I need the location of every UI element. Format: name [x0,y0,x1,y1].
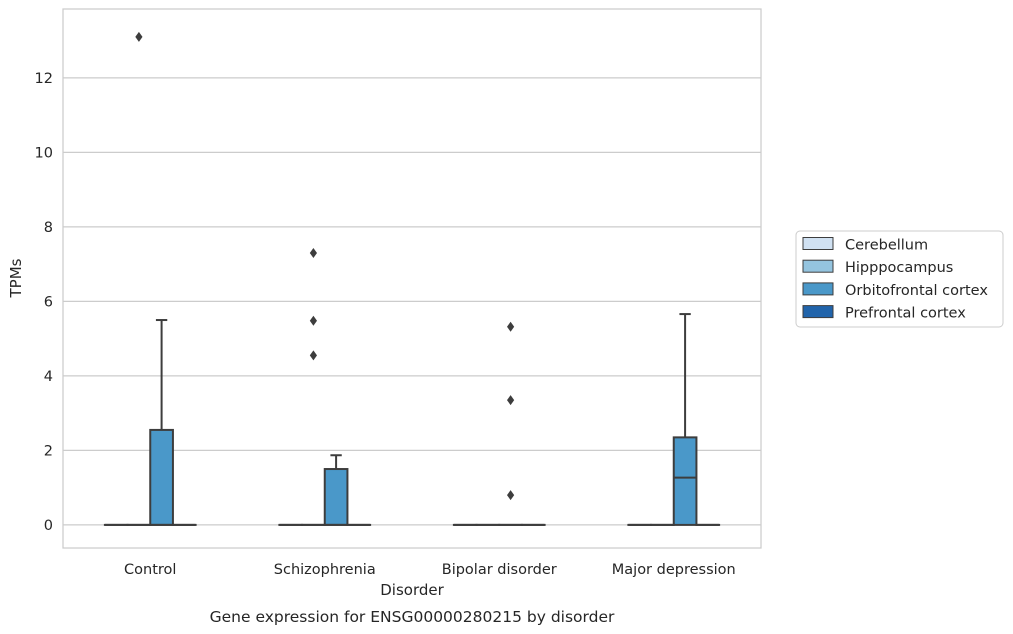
legend-label: Orbitofrontal cortex [845,283,988,299]
legend-swatch [802,259,834,273]
y-tick-label: 2 [44,443,53,459]
y-axis-ticks: 0 2 4 6 8 10 12 [35,71,53,534]
legend-swatch [802,237,834,250]
x-axis-ticks: Control Schizophrenia Bipolar disorder Majo… [124,562,736,578]
legend-label: Prefrontal cortex [845,306,966,322]
outlier-point [506,490,515,501]
box [149,319,174,526]
plot-frame [62,8,762,549]
x-tick-label: Major depression [612,562,736,578]
legend-label: Hipppocampus [845,260,953,276]
plot-area [63,9,761,548]
y-tick-label: 8 [44,220,53,236]
box [672,313,698,526]
box-body [323,468,349,526]
outlier-point [309,247,318,258]
outlier-point [135,31,143,42]
box [323,454,349,526]
outlier-point [309,315,318,326]
legend-swatch [802,282,834,296]
x-tick-label: Schizophrenia [274,562,376,578]
outlier-point [506,395,515,406]
outlier-point [309,350,318,361]
x-tick-label: Bipolar disorder [442,562,557,578]
legend: Cerebellum Hipppocampus Orbitofrontal cort… [795,230,1004,328]
y-tick-label: 4 [44,369,53,385]
y-tick-label: 6 [44,294,53,310]
x-axis-label: Disorder [380,581,444,599]
legend-frame [795,230,1004,328]
box-series [103,31,721,526]
x-tick-label: Control [124,562,176,578]
y-tick-label: 0 [44,518,53,534]
y-axis-label: TPMs [7,258,25,298]
y-tick-label: 12 [35,71,53,87]
box-body [149,428,174,526]
outlier-point [506,321,515,332]
box-body [672,436,698,526]
legend-swatch [802,305,834,319]
chart-title: Gene expression for ENSG00000280215 by d… [210,608,615,626]
legend-label: Cerebellum [845,238,928,254]
y-tick-label: 10 [35,145,53,161]
